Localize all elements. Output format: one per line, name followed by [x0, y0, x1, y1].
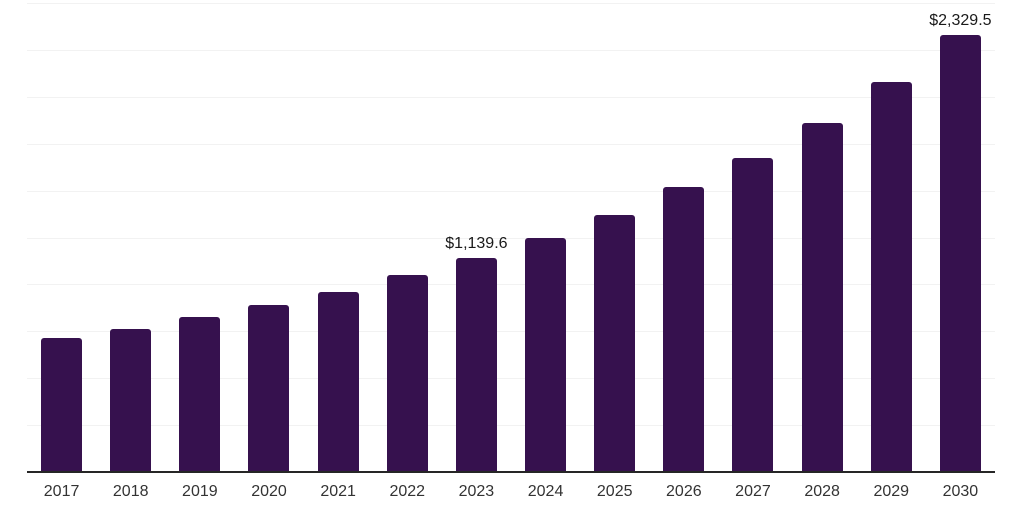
bar-slot-2025: [580, 3, 649, 472]
x-tick-label-2022: 2022: [389, 483, 426, 500]
bar-2019: [179, 317, 221, 472]
x-tick-label-2020: 2020: [251, 483, 287, 500]
bar-2023: [455, 258, 497, 472]
bar-slot-2017: [27, 3, 96, 472]
x-tick-label-2019: 2019: [182, 483, 218, 500]
gridline: [27, 190, 995, 192]
bar-slot-2020: [234, 3, 303, 472]
bar-slot-2022: [373, 3, 442, 472]
gridline: [27, 49, 995, 51]
x-tick-label-2023: 2023: [458, 483, 495, 500]
x-tick-label-2029: 2029: [873, 483, 910, 500]
bar-2026: [663, 187, 705, 472]
bars: $1,139.6 $2,329.5: [27, 3, 995, 472]
bar-slot-2024: [511, 3, 580, 472]
bar-slot-2026: [649, 3, 718, 472]
bar-2028: [801, 123, 843, 472]
x-tick-label-2027: 2027: [735, 483, 771, 500]
x-tick-label-2026: 2026: [666, 483, 702, 500]
gridline: [27, 331, 995, 333]
bar-slot-2027: [718, 3, 787, 472]
gridlines: [27, 3, 995, 472]
bar-2030: [939, 35, 981, 472]
gridline: [27, 378, 995, 380]
bar-slot-2018: [96, 3, 165, 472]
bar-2029: [870, 82, 912, 472]
x-tick-label-2017: 2017: [43, 483, 80, 500]
bar-slot-2029: [857, 3, 926, 472]
x-tick-label-2028: 2028: [804, 483, 840, 500]
bar-2022: [386, 274, 428, 472]
x-tick-label-2024: 2024: [527, 483, 564, 500]
bar-2017: [41, 338, 83, 472]
bar-2027: [732, 158, 774, 472]
gridline: [27, 3, 995, 4]
plot-area: $1,139.6 $2,329.5: [27, 3, 995, 473]
bar-2021: [317, 291, 359, 472]
x-tick-label-2030: 2030: [942, 483, 979, 500]
gridline: [27, 425, 995, 427]
gridline: [27, 143, 995, 145]
bar-value-label-2023: $1,139.6: [445, 235, 508, 253]
bar-slot-2021: [304, 3, 373, 472]
x-axis-labels: 2017 2018 2019 2020 2021 2022 2023 2024 2025 2026…: [27, 483, 995, 501]
bar-slot-2030: $2,329.5: [926, 3, 995, 472]
bar-slot-2019: [165, 3, 234, 472]
bar-2018: [110, 329, 152, 472]
bar-2020: [248, 305, 290, 472]
gridline: [27, 96, 995, 98]
bar-2024: [525, 237, 567, 472]
bar-2025: [594, 214, 636, 472]
bar-slot-2028: [788, 3, 857, 472]
gridline: [27, 284, 995, 286]
x-axis-line: [27, 471, 995, 473]
x-tick-label-2025: 2025: [596, 483, 633, 500]
bar-value-label-2030: $2,329.5: [929, 12, 992, 29]
gridline: [27, 237, 995, 239]
x-tick-label-2021: 2021: [320, 483, 356, 500]
x-tick-label-2018: 2018: [112, 483, 149, 500]
bar-slot-2023: $1,139.6: [442, 3, 511, 472]
